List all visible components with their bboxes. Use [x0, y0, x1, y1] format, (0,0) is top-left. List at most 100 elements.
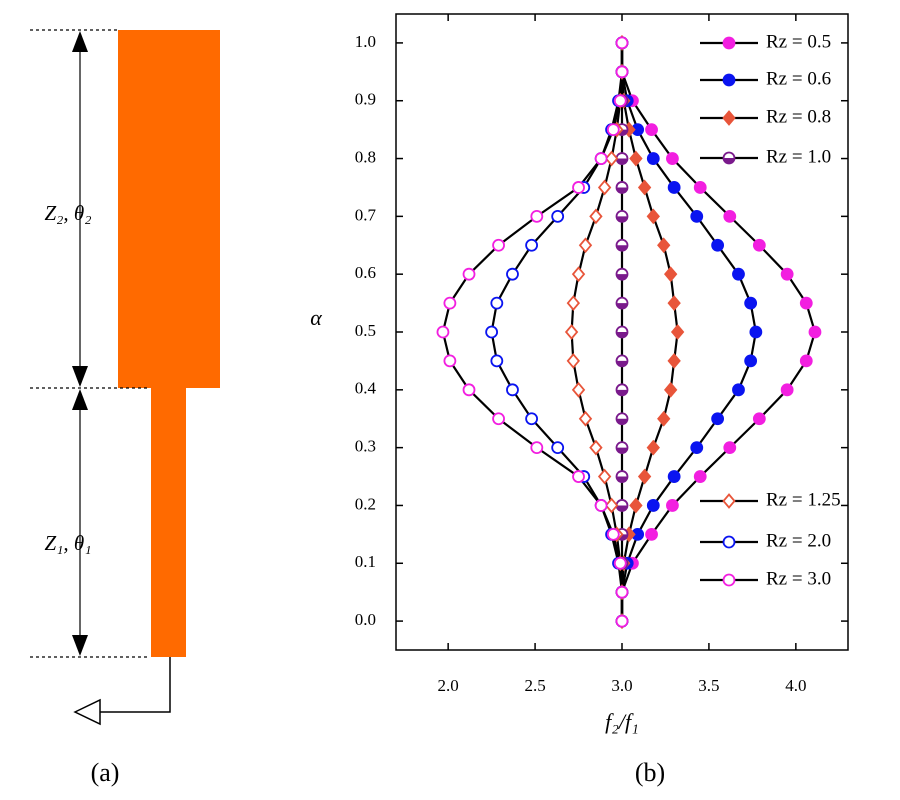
- marker: [572, 181, 585, 194]
- marker: [645, 527, 658, 541]
- arrow-head: [72, 366, 88, 387]
- legend-label: Rz = 0.6: [766, 68, 831, 89]
- marker-shape: [690, 209, 704, 223]
- marker: [597, 179, 612, 196]
- marker: [615, 614, 629, 628]
- marker-half: [616, 274, 628, 280]
- marker: [667, 470, 681, 483]
- marker: [657, 237, 671, 254]
- x-tick-label: 3.0: [611, 676, 632, 695]
- arrow-head: [72, 635, 88, 656]
- marker-shape: [693, 470, 707, 483]
- marker-shape: [722, 573, 736, 587]
- marker-shape: [572, 470, 585, 483]
- y-tick-label: 0.1: [355, 552, 376, 571]
- marker-shape: [551, 209, 565, 223]
- marker-shape: [666, 499, 679, 512]
- marker: [443, 354, 457, 368]
- marker: [443, 296, 457, 310]
- marker-shape: [744, 296, 758, 310]
- marker: [578, 237, 593, 254]
- marker-shape: [646, 152, 660, 165]
- marker-shape: [436, 325, 450, 339]
- marker: [530, 209, 544, 223]
- x-tick-label: 3.5: [698, 676, 719, 695]
- marker: [663, 381, 678, 398]
- marker-shape: [525, 238, 538, 252]
- marker-shape: [615, 65, 629, 79]
- marker-shape: [646, 499, 660, 512]
- marker-shape: [578, 410, 593, 427]
- section-label: Z₂, θ₂: [44, 201, 91, 225]
- high-impedance-section: [118, 30, 220, 388]
- marker: [615, 65, 629, 79]
- marker-shape: [667, 470, 681, 483]
- marker-shape: [722, 73, 736, 87]
- marker: [462, 383, 476, 397]
- marker: [615, 441, 629, 455]
- marker: [571, 381, 586, 398]
- marker-shape: [443, 354, 457, 368]
- marker-shape: [667, 353, 681, 369]
- marker-shape: [615, 614, 629, 628]
- marker: [629, 497, 643, 514]
- marker-shape: [690, 441, 704, 455]
- marker-shape: [732, 383, 745, 397]
- panel-caption: (a): [91, 758, 120, 787]
- marker-shape: [732, 267, 745, 281]
- marker: [646, 439, 660, 456]
- legend-label: Rz = 2.0: [766, 530, 831, 551]
- marker-half: [616, 505, 628, 511]
- marker: [744, 296, 758, 310]
- marker: [657, 410, 671, 427]
- marker: [597, 468, 612, 485]
- marker: [667, 353, 681, 369]
- marker-shape: [604, 497, 619, 514]
- marker: [629, 150, 643, 167]
- legend-entry: Rz = 3.0: [700, 568, 831, 589]
- marker: [594, 152, 608, 165]
- y-tick-label: 1.0: [355, 32, 376, 51]
- marker: [799, 296, 813, 310]
- marker-shape: [752, 412, 766, 426]
- marker-shape: [606, 527, 620, 541]
- marker-shape: [492, 412, 505, 426]
- y-tick-label: 0.8: [355, 147, 376, 166]
- marker: [436, 325, 450, 339]
- x-tick-label: 2.5: [524, 676, 545, 695]
- marker: [589, 208, 603, 225]
- marker-shape: [615, 585, 629, 599]
- marker-shape: [799, 296, 813, 310]
- marker: [525, 412, 538, 426]
- arrow-heads: [72, 31, 88, 656]
- marker-shape: [606, 123, 620, 137]
- marker-shape: [485, 325, 499, 339]
- marker-half: [616, 389, 628, 396]
- marker: [564, 324, 579, 340]
- marker: [551, 441, 565, 455]
- legend-entry: Rz = 2.0: [700, 530, 831, 551]
- marker: [615, 412, 629, 426]
- marker-shape: [723, 441, 737, 455]
- marker-half: [616, 360, 628, 367]
- marker-half: [616, 158, 628, 165]
- legend-entry: Rz = 1.0: [700, 146, 831, 167]
- legend-entry: Rz = 0.5: [700, 31, 831, 52]
- legend-label: Rz = 3.0: [766, 568, 831, 589]
- marker-shape: [443, 296, 457, 310]
- marker-half: [616, 245, 628, 251]
- marker-half: [616, 187, 628, 193]
- marker-shape: [808, 325, 822, 339]
- marker: [752, 412, 766, 426]
- marker-shape: [722, 110, 736, 126]
- marker-shape: [564, 324, 579, 340]
- marker-shape: [594, 152, 608, 165]
- marker-shape: [722, 493, 736, 509]
- marker-shape: [604, 150, 619, 167]
- y-tick-label: 0.6: [355, 263, 376, 282]
- marker: [578, 410, 593, 427]
- panel-caption: (b): [635, 758, 665, 787]
- marker: [723, 441, 737, 455]
- marker-shape: [506, 267, 519, 281]
